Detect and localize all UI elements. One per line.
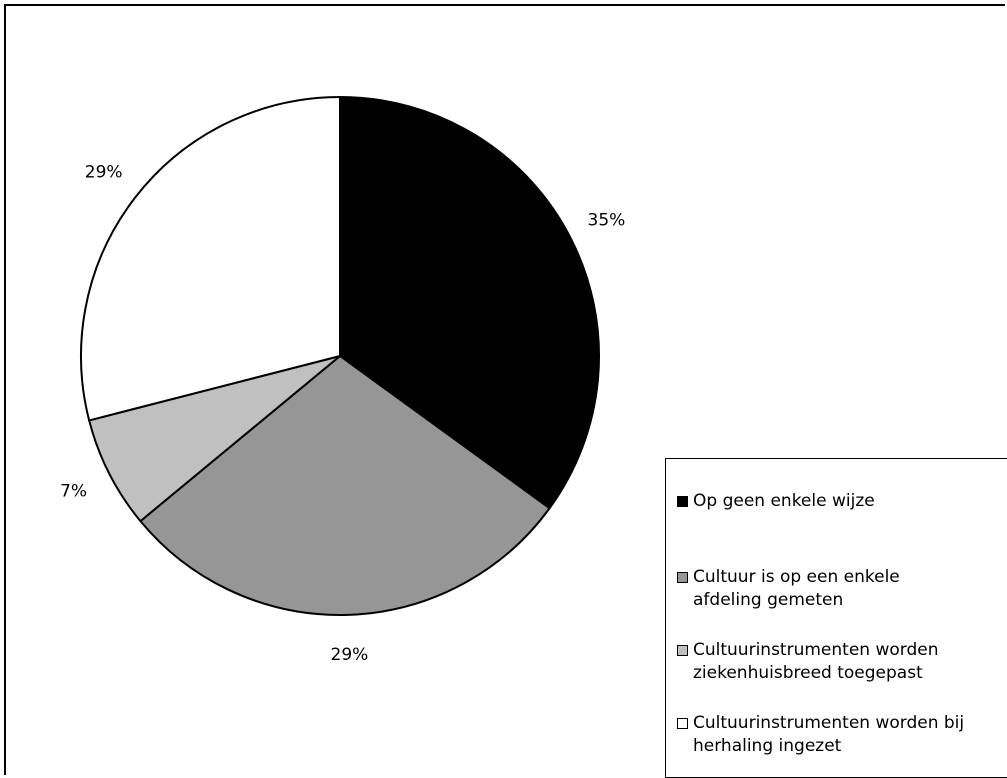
- legend-label-1: Cultuur is op een enkele afdeling gemete…: [693, 567, 900, 610]
- legend-label-0: Op geen enkele wijze: [693, 491, 875, 511]
- legend-swatch-3: [677, 718, 688, 729]
- legend-label-2: Cultuurinstrumenten worden ziekenhuisbre…: [693, 640, 939, 683]
- legend-item-0: Op geen enkele wijze: [677, 490, 1007, 513]
- pie-slice-3: [80, 96, 341, 422]
- legend: Op geen enkele wijze Cultuur is op een e…: [665, 458, 1007, 778]
- pie-data-label-2: 7%: [60, 482, 87, 502]
- pie-slice-2: [88, 355, 341, 523]
- pie-data-label-0: 35%: [588, 210, 626, 230]
- pie-data-label-3: 29%: [85, 163, 123, 183]
- pie-data-label-1: 29%: [331, 645, 369, 665]
- legend-item-1: Cultuur is op een enkele afdeling gemete…: [677, 566, 1007, 612]
- legend-swatch-1: [677, 572, 688, 583]
- legend-swatch-2: [677, 645, 688, 656]
- pie-slice-0: [339, 96, 600, 510]
- legend-swatch-0: [677, 496, 688, 507]
- legend-label-3: Cultuurinstrumenten worden bij herhaling…: [693, 713, 965, 756]
- pie-slice-1: [139, 355, 551, 616]
- legend-item-2: Cultuurinstrumenten worden ziekenhuisbre…: [677, 639, 1007, 685]
- legend-item-3: Cultuurinstrumenten worden bij herhaling…: [677, 712, 1007, 758]
